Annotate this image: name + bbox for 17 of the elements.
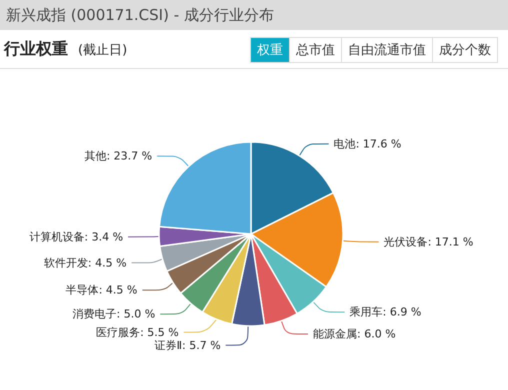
slice-label: 医疗服务: 5.5 % bbox=[96, 326, 179, 339]
slice-label: 其他: 23.7 % bbox=[84, 150, 152, 163]
slice-label: 计算机设备: 3.4 % bbox=[29, 230, 124, 244]
slice-label: 证券Ⅱ: 5.7 % bbox=[154, 338, 221, 352]
text: 权重 bbox=[251, 38, 289, 62]
text: 自由流通市值 bbox=[341, 38, 432, 62]
chart-subtitle: 行业权重 (截止日) bbox=[4, 39, 128, 60]
slice-label: 能源金属: 6.0 % bbox=[313, 328, 396, 341]
slice-label: 消费电子: 5.0 % bbox=[72, 308, 156, 321]
chart-title: 新兴成指 (000171.CSI) - 成分行业分布 bbox=[0, 0, 508, 30]
text: 总市值 bbox=[289, 38, 341, 62]
slice-label: 光伏设备: 17.1 % bbox=[384, 235, 474, 248]
slice-label: 半导体: 4.5 % bbox=[66, 284, 138, 297]
slice-label: 乘用车: 6.9 % bbox=[350, 306, 422, 319]
slice-label: 软件开发: 4.5 % bbox=[44, 256, 127, 270]
slice-label: 电池: 17.6 % bbox=[334, 137, 402, 150]
text: 成分个数 bbox=[432, 38, 497, 62]
